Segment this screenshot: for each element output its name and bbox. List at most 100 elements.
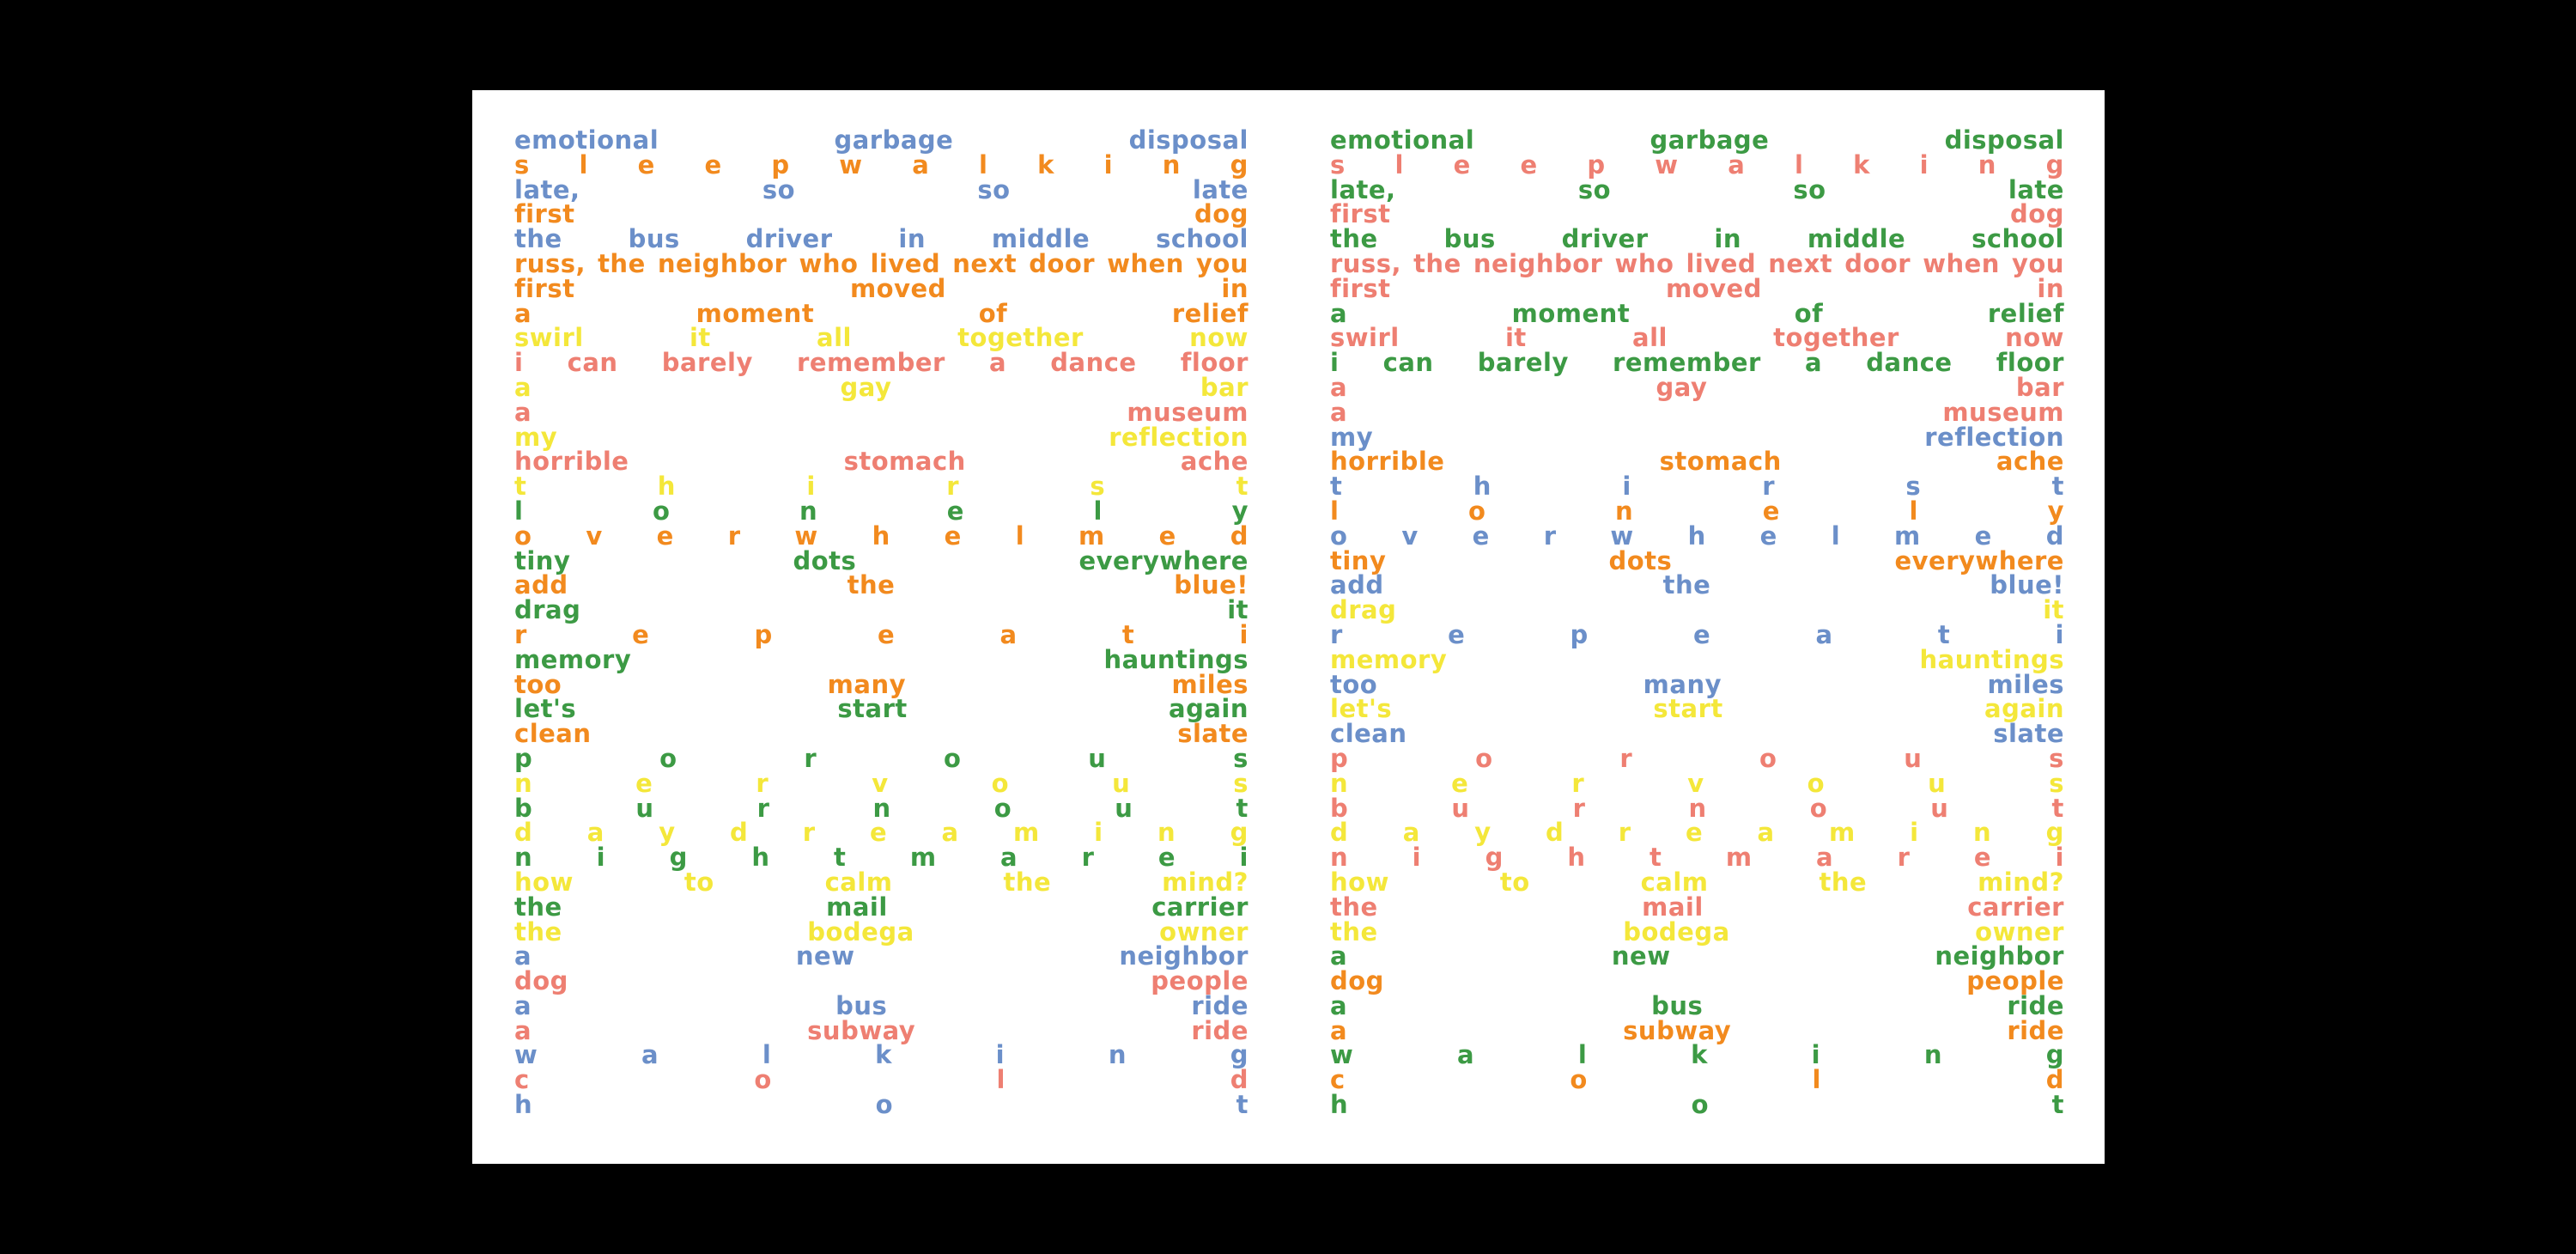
poem-word: e: [1453, 149, 1471, 180]
poem-word: together: [1773, 323, 1899, 353]
poem-line: a museum: [514, 397, 1249, 427]
poem-word: o: [659, 743, 677, 773]
poem-word: neighbor: [1119, 941, 1249, 971]
poem-word: y: [1474, 818, 1492, 848]
poem-word: bodega: [1623, 916, 1730, 947]
poem-word: to: [683, 867, 714, 897]
poem-word: t: [1236, 472, 1249, 502]
poem-word: it: [2043, 595, 2064, 625]
poem-word: clean: [1330, 719, 1407, 749]
poem-word: t: [2051, 472, 2064, 502]
poem-word: dog: [1330, 966, 1384, 996]
poem-word: e: [1759, 520, 1777, 551]
poem-word: the: [514, 916, 562, 947]
poem-word: a: [1805, 348, 1823, 378]
poem-word: t: [1649, 843, 1662, 873]
poem-word: n: [799, 496, 818, 526]
poem-word: owner: [1975, 916, 2064, 947]
poem-line: a bus ride: [514, 993, 1249, 1019]
poem-word: l: [1015, 520, 1025, 551]
poem-word: o: [514, 520, 532, 551]
poem-word: o: [1807, 768, 1826, 798]
poem-line: how to calm the mind?: [1330, 870, 2064, 895]
poem-line: tiny dots everywhere: [514, 548, 1249, 574]
poem-word: i: [1412, 843, 1422, 873]
poem-word: ride: [2007, 1015, 2064, 1045]
poem-line: first moved in: [514, 276, 1249, 301]
poem-word: e: [946, 496, 964, 526]
poem-word: too: [1330, 669, 1378, 699]
poem-word: a: [989, 348, 1007, 378]
poem-word: who: [799, 248, 859, 278]
poem-word: start: [1653, 694, 1723, 724]
poem-line: memory hauntings: [1330, 647, 2064, 673]
poem-word: it: [689, 323, 711, 353]
poem-line: the bodega owner: [1330, 916, 2064, 947]
poem-word: dog: [514, 966, 568, 996]
poem-page-right: emotional garbage disposal s l e e p w a l k i n g late…: [1330, 128, 2064, 1124]
poem-line: a bus ride: [1330, 990, 2064, 1020]
poem-line: horrible stomach ache: [514, 449, 1249, 474]
poem-word: i: [2055, 843, 2064, 873]
poem-word: bar: [2015, 372, 2064, 402]
poem-word: barely: [1477, 348, 1569, 378]
poem-word: moved: [1665, 273, 1762, 303]
poem-word: m: [1725, 843, 1753, 873]
poem-line: first dog: [1330, 202, 2064, 227]
poem-word: the: [1330, 224, 1378, 254]
poem-line: a subway ride: [514, 1018, 1249, 1044]
poem-word: first: [514, 199, 575, 229]
poem-word: h: [657, 472, 676, 502]
poem-word: o: [1570, 1065, 1588, 1095]
poem-word: r: [1543, 520, 1557, 551]
poem-word: a: [1330, 990, 1348, 1020]
poem-word: u: [1088, 743, 1107, 773]
poem-word: late: [1192, 174, 1249, 204]
poem-word: t: [1236, 793, 1249, 823]
poem-word: s: [1233, 743, 1249, 773]
poem-line: russ, the neighbor who lived next door when you: [1330, 252, 2064, 277]
poem-word: dance: [1050, 348, 1137, 378]
poem-line: a museum: [1330, 399, 2064, 425]
poem-line: horrible stomach ache: [1330, 449, 2064, 474]
poem-word: mind?: [1978, 867, 2064, 897]
poem-word: o: [875, 1090, 894, 1120]
poem-line: the mail carrier: [514, 894, 1249, 920]
poem-word: l: [979, 149, 988, 180]
poem-word: n: [1162, 149, 1181, 180]
poem-word: first: [1330, 199, 1391, 229]
poem-word: i: [1910, 818, 1919, 848]
poem-word: l: [514, 496, 524, 526]
poem-word: a: [514, 397, 532, 427]
poem-word: a: [514, 298, 532, 328]
poem-word: memory: [514, 644, 632, 674]
poem-word: again: [1169, 694, 1249, 724]
poem-word: ride: [2007, 990, 2064, 1020]
poem-word: l: [996, 1065, 1005, 1095]
poem-word: my: [1330, 422, 1374, 452]
poem-word: e: [1762, 496, 1780, 526]
poem-word: let's: [514, 694, 577, 724]
poem-word: r: [1619, 743, 1633, 773]
poem-word: the: [514, 224, 562, 254]
poem-word: s: [1090, 472, 1106, 502]
poem-word: i: [1094, 818, 1103, 848]
poem-word: o: [1691, 1090, 1710, 1120]
poem-word: e: [1157, 843, 1176, 873]
poem-word: a: [941, 818, 959, 848]
poem-word: when: [1107, 248, 1184, 278]
poem-word: c: [514, 1065, 530, 1095]
poem-word: r: [756, 793, 770, 823]
poem-word: o: [653, 496, 671, 526]
poem-word: u: [1451, 793, 1470, 823]
poem-line: drag it: [514, 598, 1249, 623]
poem-word: swirl: [1330, 323, 1400, 353]
poem-line: my reflection: [514, 424, 1249, 450]
poem-word: n: [514, 843, 533, 873]
poem-word: n: [1615, 496, 1634, 526]
